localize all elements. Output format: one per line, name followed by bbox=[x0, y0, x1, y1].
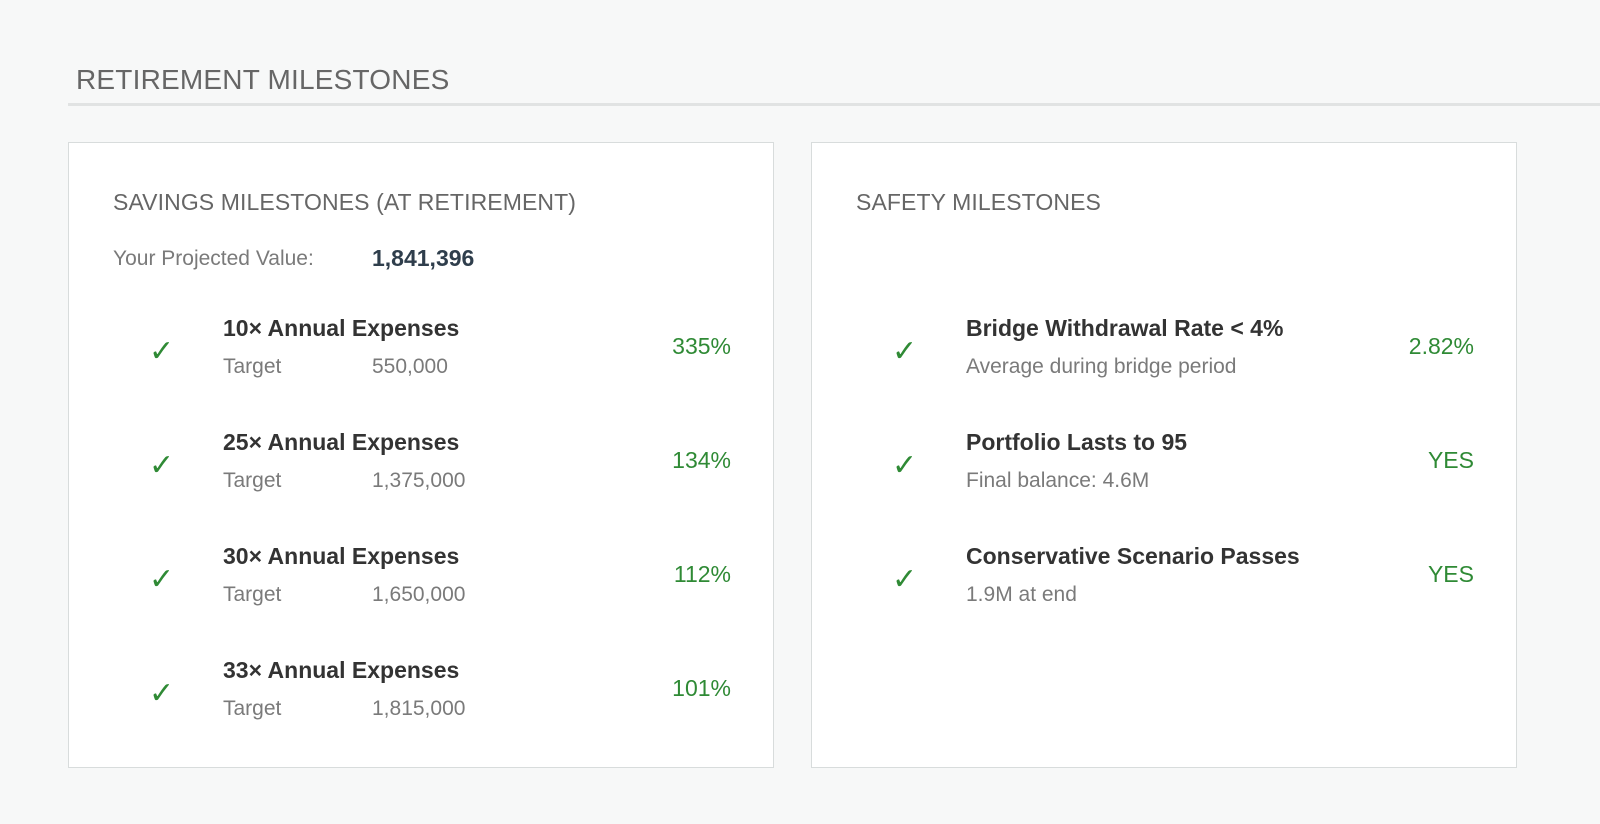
milestone-percent: 112% bbox=[673, 561, 731, 587]
target-label: Target bbox=[223, 355, 282, 378]
safety-row: ✓ Conservative Scenario Passes 1.9M at e… bbox=[812, 543, 1516, 623]
check-icon: ✓ bbox=[892, 563, 918, 596]
check-icon: ✓ bbox=[892, 449, 918, 482]
safety-row: ✓ Portfolio Lasts to 95 Final balance: 4… bbox=[812, 429, 1516, 509]
safety-title: Portfolio Lasts to 95 bbox=[966, 429, 1188, 455]
section-header: RETIREMENT MILESTONES bbox=[68, 56, 1600, 106]
check-icon: ✓ bbox=[149, 677, 175, 710]
target-value: 1,815,000 bbox=[372, 697, 466, 720]
milestone-row: ✓ 33× Annual Expenses Target 1,815,000 1… bbox=[69, 657, 773, 737]
savings-milestones-card: SAVINGS MILESTONES (AT RETIREMENT) Your … bbox=[68, 142, 774, 768]
safety-title: Bridge Withdrawal Rate < 4% bbox=[966, 315, 1284, 341]
milestone-title: 30× Annual Expenses bbox=[223, 543, 460, 569]
target-label: Target bbox=[223, 697, 282, 720]
target-value: 550,000 bbox=[372, 355, 448, 378]
page-title: RETIREMENT MILESTONES bbox=[76, 64, 450, 95]
milestone-row: ✓ 25× Annual Expenses Target 1,375,000 1… bbox=[69, 429, 773, 509]
target-label: Target bbox=[223, 583, 282, 606]
safety-subtitle: 1.9M at end bbox=[966, 583, 1077, 606]
projected-value-label: Your Projected Value: bbox=[113, 247, 314, 270]
safety-value: YES bbox=[1427, 447, 1474, 473]
check-icon: ✓ bbox=[892, 335, 918, 368]
milestone-row: ✓ 30× Annual Expenses Target 1,650,000 1… bbox=[69, 543, 773, 623]
target-value: 1,650,000 bbox=[372, 583, 466, 606]
target-label: Target bbox=[223, 469, 282, 492]
target-value: 1,375,000 bbox=[372, 469, 466, 492]
safety-subtitle: Average during bridge period bbox=[966, 355, 1237, 378]
check-icon: ✓ bbox=[149, 449, 175, 482]
milestone-percent: 134% bbox=[672, 447, 731, 473]
safety-value: 2.82% bbox=[1408, 333, 1474, 359]
safety-subtitle: Final balance: 4.6M bbox=[966, 469, 1150, 492]
safety-card-title: SAFETY MILESTONES bbox=[856, 189, 1101, 215]
safety-milestones-card: SAFETY MILESTONES ✓ Bridge Withdrawal Ra… bbox=[811, 142, 1517, 768]
milestone-row: ✓ 10× Annual Expenses Target 550,000 335… bbox=[69, 315, 773, 395]
milestone-title: 33× Annual Expenses bbox=[223, 657, 460, 683]
milestone-percent: 335% bbox=[672, 333, 731, 359]
milestone-title: 25× Annual Expenses bbox=[223, 429, 460, 455]
safety-value: YES bbox=[1427, 561, 1474, 587]
safety-row: ✓ Bridge Withdrawal Rate < 4% Average du… bbox=[812, 315, 1516, 395]
check-icon: ✓ bbox=[149, 563, 175, 596]
milestone-percent: 101% bbox=[672, 675, 731, 701]
check-icon: ✓ bbox=[149, 335, 175, 368]
safety-title: Conservative Scenario Passes bbox=[966, 543, 1300, 569]
milestone-title: 10× Annual Expenses bbox=[223, 315, 460, 341]
savings-card-title: SAVINGS MILESTONES (AT RETIREMENT) bbox=[113, 189, 577, 215]
projected-value: 1,841,396 bbox=[372, 245, 475, 271]
